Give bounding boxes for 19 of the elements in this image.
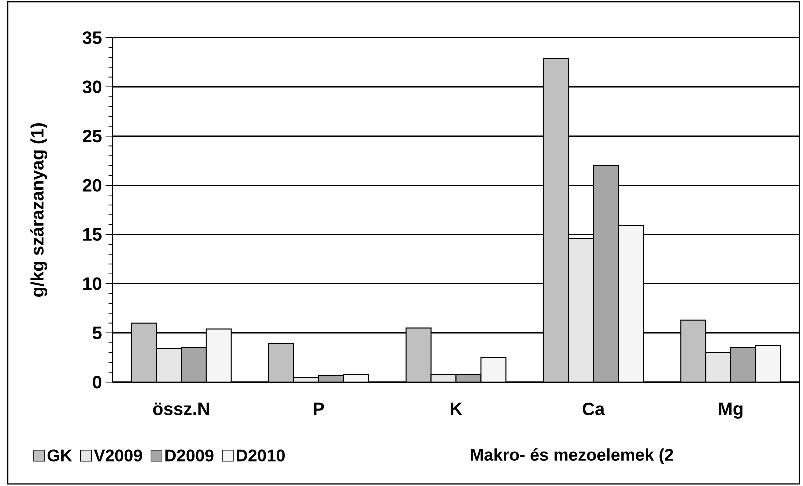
y-tick-label: 5 — [92, 326, 102, 340]
x-tick-label: K — [450, 402, 463, 416]
y-tick-label: 15 — [84, 228, 102, 241]
y-tick-label: 35 — [82, 31, 102, 44]
x-tick-label: Ca — [582, 402, 606, 416]
x-tick-label: Mg — [719, 402, 743, 419]
legend-label: V2009 — [94, 450, 142, 462]
x-tick-label: össz.N — [153, 402, 210, 416]
y-axis-title: g/kg szárazanyag (1) — [30, 123, 48, 297]
legend-label: D2010 — [237, 450, 285, 462]
legend-label: GK — [48, 450, 72, 462]
y-tick-label: 30 — [82, 80, 102, 94]
y-tick-label: 0 — [93, 376, 102, 389]
x-tick-label: P — [314, 402, 324, 416]
y-tick-label: 20 — [83, 179, 102, 192]
y-tick-label: 10 — [84, 278, 102, 290]
y-tick-label: 25 — [83, 130, 102, 143]
legend-label: D2009 — [166, 450, 214, 462]
x-axis-title: Makro- és mezoelemek (2 — [471, 448, 674, 464]
